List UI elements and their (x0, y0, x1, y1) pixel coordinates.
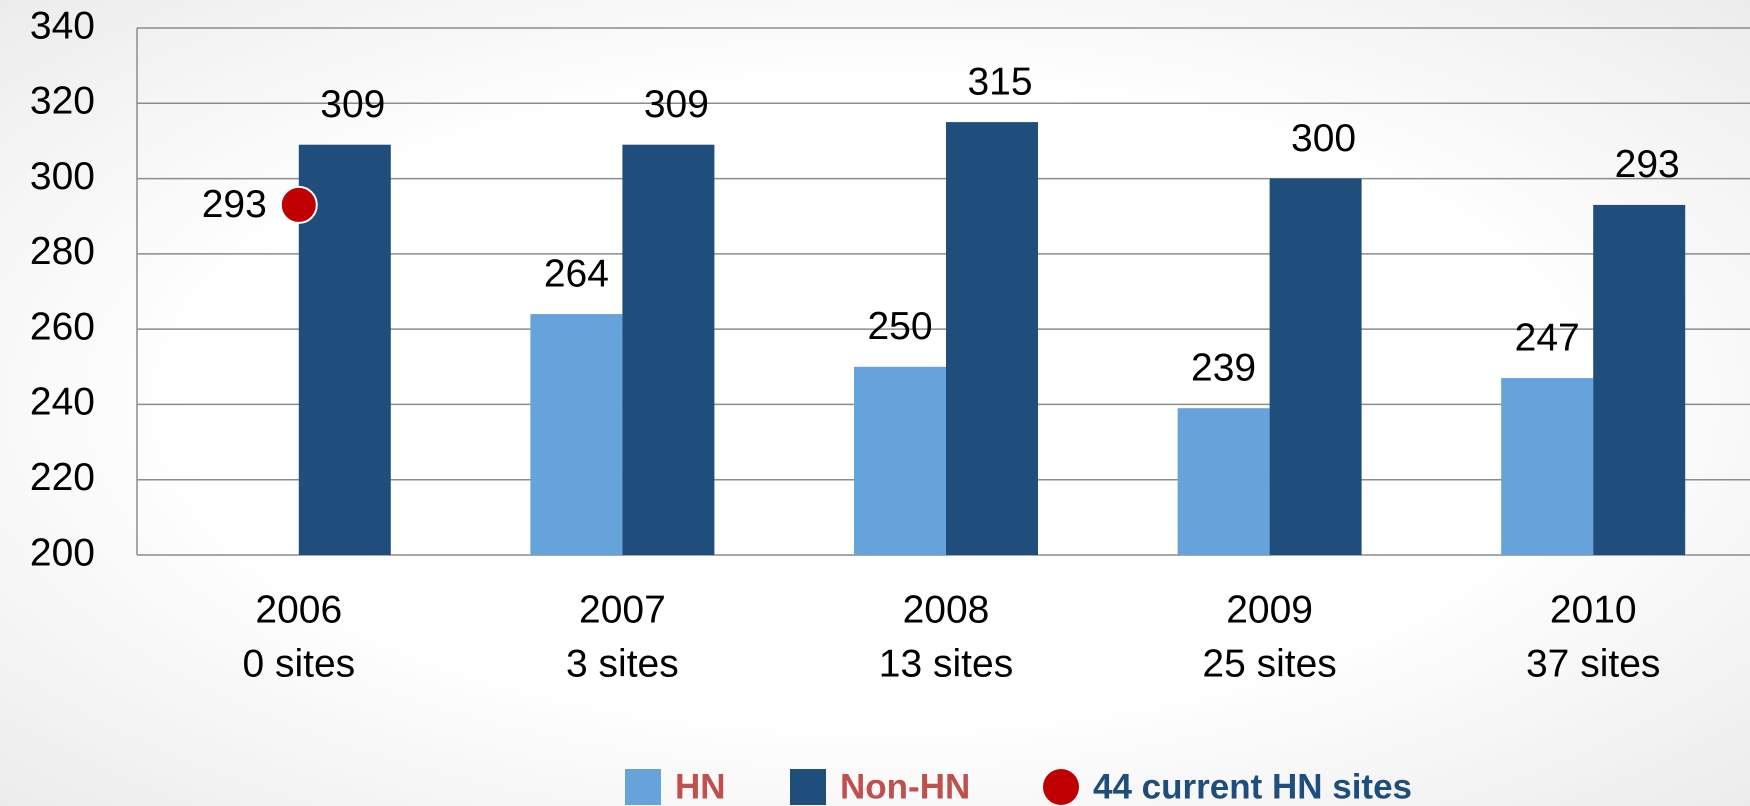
y-tick-label: 300 (30, 155, 95, 198)
y-tick-label: 320 (30, 80, 95, 123)
data-label: 309 (644, 83, 709, 126)
y-tick-label: 280 (30, 230, 95, 273)
x-tick-label: 0 sites (242, 642, 355, 685)
data-label: 239 (1191, 346, 1256, 389)
point (279, 185, 318, 224)
y-tick-label: 220 (30, 456, 95, 499)
bar (854, 366, 946, 555)
bar (1269, 178, 1362, 556)
data-label: 309 (320, 83, 385, 126)
x-tick-label: 3 sites (566, 642, 679, 685)
bar (1177, 408, 1270, 555)
x-tick-label: 2010 (1550, 588, 1637, 631)
x-tick-label: 2008 (903, 588, 990, 631)
x-tick-label: 37 sites (1526, 642, 1660, 685)
bar (1593, 204, 1686, 555)
y-tick-label: 240 (30, 381, 95, 424)
x-tick-label: 13 sites (879, 642, 1013, 685)
y-tick-label: 340 (30, 4, 95, 47)
data-label: 247 (1515, 316, 1580, 359)
x-tick-label: 2006 (255, 588, 342, 631)
x-tick-label: 2007 (579, 588, 666, 631)
data-label: 264 (544, 252, 609, 295)
legend-marker (790, 769, 826, 805)
legend-label: HN (675, 767, 726, 806)
legend-marker (625, 769, 661, 805)
y-tick-label: 200 (30, 531, 95, 574)
legend-label: Non-HN (840, 767, 970, 806)
x-tick-label: 25 sites (1202, 642, 1336, 685)
data-label: 293 (1615, 143, 1680, 186)
bar (530, 314, 623, 555)
x-tick-label: 2009 (1226, 588, 1313, 631)
data-label: 250 (867, 305, 932, 348)
data-label: 315 (967, 60, 1032, 103)
bar (1501, 378, 1594, 555)
legend-label: 44 current HN sites (1093, 767, 1412, 806)
legend-marker (1043, 769, 1079, 805)
bar (946, 122, 1038, 555)
data-label: 300 (1291, 117, 1356, 160)
data-label: 293 (202, 183, 267, 226)
y-tick-label: 260 (30, 305, 95, 348)
bar (622, 144, 715, 555)
